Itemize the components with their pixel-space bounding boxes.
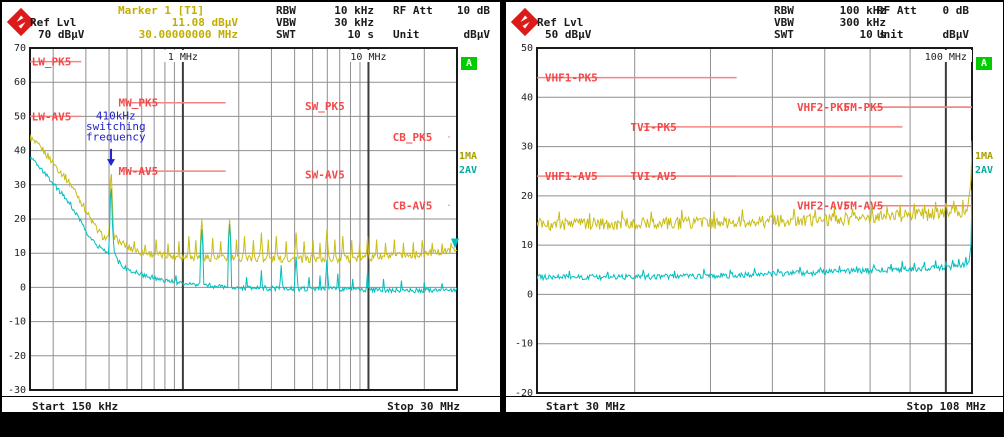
trace2-tag: 2AV — [975, 165, 994, 176]
trace-1ma — [537, 140, 972, 232]
ref-lvl-value: 50 dBμV — [545, 28, 592, 41]
swt-label: SWT — [774, 28, 794, 41]
marker-readout-title: Marker 1 [T1] — [118, 4, 205, 17]
y-axis-tick-label: -10 — [8, 317, 26, 328]
limit-label-mw_pk5: MW_PK5 — [119, 97, 159, 110]
x-label-backing — [919, 50, 972, 62]
panel-conducted-low-band: Marker 1 [T1] RBW 10 kHz RF Att 10 dB Re… — [2, 2, 500, 413]
ref-lvl-label: Ref Lvl — [537, 16, 584, 29]
rf-att-value: 10 dB — [456, 4, 490, 17]
x-label-backing — [163, 50, 203, 62]
unit-label: Unit — [877, 28, 904, 41]
unit-value: dBμV — [463, 28, 491, 41]
swt-value: 10 s — [859, 28, 887, 41]
y-axis-tick-label: -20 — [8, 351, 26, 362]
x-label-backing — [345, 50, 392, 62]
y-axis-tick-label: 0 — [527, 289, 533, 300]
limit-label-vhf2-pk5: VHF2-PK5 — [797, 101, 850, 114]
y-axis-tick-label: 50 — [14, 111, 26, 122]
trace2-tag: 2AV — [459, 165, 478, 176]
rf-att-value: 0 dB — [942, 4, 970, 17]
limit-label-vhf1-av5: VHF1-AV5 — [545, 170, 598, 183]
marker-1-symbol — [451, 238, 459, 249]
swt-value: 10 s — [347, 28, 375, 41]
limit-label-fm-pk5: FM-PK5 — [844, 101, 884, 114]
rohde-schwarz-logo — [4, 4, 38, 40]
vbw-label: VBW — [276, 16, 296, 29]
limit-label-cb-av5: CB-AV5 — [393, 199, 433, 212]
x-axis-major-label: 100 MHz — [925, 52, 967, 63]
footer-divider — [2, 396, 500, 397]
rohde-schwarz-logo — [508, 4, 542, 40]
ref-lvl-label: Ref Lvl — [30, 16, 77, 29]
limit-label-sw-av5: SW-AV5 — [305, 169, 345, 182]
screen-a-badge: A — [461, 57, 477, 70]
screen-a-badge: A — [976, 57, 992, 70]
y-axis-tick-label: -10 — [515, 339, 533, 350]
x-axis-major-label: 10 MHz — [350, 52, 386, 63]
rf-att-label: RF Att — [877, 4, 917, 17]
y-axis-tick-label: 30 — [521, 142, 533, 153]
trace-1ma — [30, 134, 457, 265]
vbw-value: 300 kHz — [839, 16, 886, 29]
ref-lvl-value: 70 dBμV — [38, 28, 85, 41]
trace-2av — [537, 189, 972, 282]
y-axis-tick-label: 40 — [521, 92, 533, 103]
limit-label-vhf1-pk5: VHF1-PK5 — [545, 72, 598, 85]
plot-frame — [29, 47, 458, 391]
footer-divider — [506, 396, 1003, 397]
y-axis-tick-label: -30 — [8, 385, 26, 396]
marker-level-value: 11.08 dBμV — [171, 16, 238, 29]
rbw-label: RBW — [774, 4, 794, 17]
y-axis-tick-label: 50 — [521, 43, 533, 54]
limit-label-sw_pk5: SW_PK5 — [305, 100, 345, 113]
vbw-value: 30 kHz — [334, 16, 374, 29]
annotation-text: switching — [86, 120, 146, 133]
limit-label-lw_pk5: LW_PK5 — [32, 56, 72, 69]
spectrum-plot-low-band: 70 60 50 40 30 20 10 0 -10 -20 -30 1 MHz 10 MHz LW_PK… — [8, 43, 459, 396]
limit-label-tvi-pk5: TVI-PK5 — [630, 121, 676, 134]
y-axis-tick-label: 60 — [14, 77, 26, 88]
x-axis-major-label: 1 MHz — [168, 52, 198, 63]
limit-label-mw-av5: MW-AV5 — [119, 165, 159, 178]
limit-label-lw-av5: LW-AV5 — [32, 110, 72, 123]
rf-att-label: RF Att — [393, 4, 433, 17]
trace1-tag: 1MA — [975, 151, 994, 162]
rbw-label: RBW — [276, 4, 296, 17]
annotation-arrow-head — [107, 159, 116, 167]
trace-2av — [30, 156, 457, 295]
vbw-label: VBW — [774, 16, 794, 29]
limit-label-fm-av5: FM-AV5 — [844, 200, 884, 213]
annotation-text: 410kHz — [96, 109, 136, 122]
limit-label-tvi-av5: TVI-AV5 — [630, 170, 676, 183]
stop-frequency-label: Stop 108 MHz — [906, 400, 986, 413]
plot-frame — [536, 47, 973, 394]
y-axis-tick-label: 20 — [521, 191, 533, 202]
y-axis-tick-label: -20 — [515, 388, 533, 399]
y-axis-tick-label: 0 — [20, 282, 26, 293]
start-frequency-label: Start 30 MHz — [546, 400, 626, 413]
start-frequency-label: Start 150 kHz — [32, 400, 119, 413]
limit-label-vhf2-av5: VHF2-AV5 — [797, 200, 850, 213]
y-axis-tick-label: 10 — [14, 248, 26, 259]
rbw-value: 100 kHz — [839, 4, 886, 17]
y-axis-tick-label: 20 — [14, 214, 26, 225]
y-axis-tick-label: 10 — [521, 240, 533, 251]
swt-label: SWT — [276, 28, 296, 41]
limit-label-cb_pk5: CB_PK5 — [393, 131, 433, 144]
y-axis-tick-label: 70 — [14, 43, 26, 54]
rbw-value: 10 kHz — [334, 4, 374, 17]
y-axis-tick-label: 30 — [14, 180, 26, 191]
unit-value: dBμV — [942, 28, 970, 41]
marker-freq-value: 30.00000000 MHz — [138, 28, 238, 41]
unit-label: Unit — [393, 28, 420, 41]
annotation-text: frequency — [86, 130, 146, 143]
spectrum-plot-vhf-band: 50 40 30 20 10 0 -10 -20 100 MHz VHF1-PK5 VHF2-PK5… — [515, 43, 973, 399]
y-axis-tick-label: 40 — [14, 146, 26, 157]
trace1-tag: 1MA — [459, 151, 478, 162]
stop-frequency-label: Stop 30 MHz — [387, 400, 460, 413]
panel-radiated-vhf-band: RBW 100 kHz RF Att 0 dB Ref Lvl VBW 300 … — [506, 2, 1003, 413]
